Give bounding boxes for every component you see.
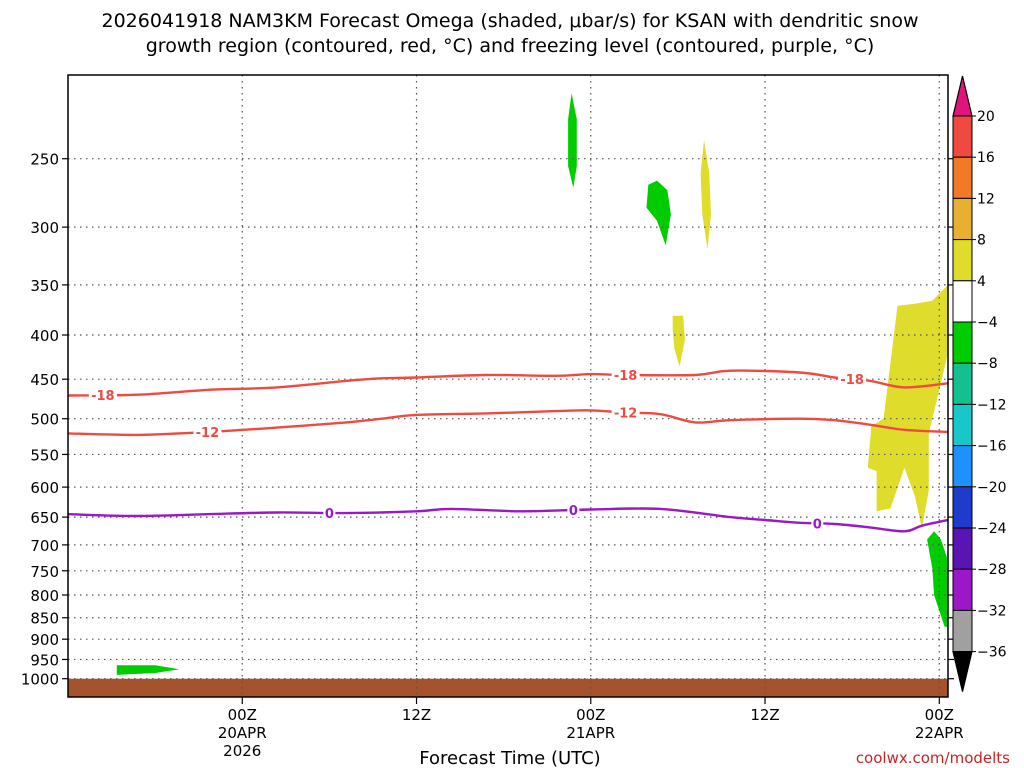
colorbar-swatch-4 [952, 280, 973, 323]
plot-inner: -18 -18 -18 -12 -12 0 0 0 [68, 75, 1024, 697]
contour-label-1-0: -12 [196, 426, 220, 441]
contour-line-1 [68, 409, 948, 437]
chart-title-line2: growth region (contoured, red, °C) and f… [146, 35, 875, 57]
x-tick-label-0-3: 2026 [223, 742, 261, 760]
contour-line-2 [68, 507, 948, 533]
contour-label-bg-1-0 [193, 424, 222, 439]
plot-frame [67, 74, 949, 698]
colorbar-label-5: −4 [977, 315, 998, 331]
contour-label-bg-0-0 [88, 388, 117, 403]
colorbar-label-2: 12 [977, 191, 995, 207]
colorbar-label-7: −12 [977, 397, 1007, 413]
colorbar-swatch-8 [952, 445, 973, 488]
colorbar-label-11: −28 [977, 562, 1007, 578]
colorbar-label-0: 20 [977, 109, 995, 125]
y-tick-label-350: 350 [30, 277, 59, 295]
colorbar-bottom-arrow [952, 650, 973, 692]
colorbar-swatch-3 [952, 239, 973, 282]
contour-label-bg-2-0 [323, 505, 336, 520]
colorbar-swatch-9 [952, 486, 973, 529]
y-tick-label-550: 550 [30, 446, 59, 464]
x-tick-label-15-1: 12Z [750, 706, 779, 724]
x-tick-label-5-1: 12Z [402, 706, 431, 724]
y-tick-label-800: 800 [30, 587, 59, 605]
colorbar: 20 16 12 8 4 −4 −8 −12 −16 −20 −24 −28 −32 −36 [952, 75, 1007, 692]
omega-shade-7 [993, 660, 998, 671]
colorbar-swatch-2 [952, 197, 973, 241]
y-tick-label-700: 700 [30, 537, 59, 555]
credit-text: coolwx.com/modelts [856, 749, 1010, 767]
x-tick-label-0-1: 00Z [228, 706, 257, 724]
x-tick-label-0-2: 20APR [218, 724, 267, 742]
contour-label-bg-0-2 [838, 372, 867, 387]
contour-label-2-0: 0 [325, 507, 334, 522]
colorbar-swatch-11 [952, 568, 973, 611]
colorbar-label-4: 4 [977, 274, 986, 290]
colorbar-swatch-6 [952, 362, 973, 405]
y-tick-label-900: 900 [30, 631, 59, 649]
y-tick-label-600: 600 [30, 479, 59, 497]
y-tick-label-850: 850 [30, 610, 59, 628]
y-tick-label-650: 650 [30, 509, 59, 527]
colorbar-label-9: −20 [977, 480, 1007, 496]
contour-label-1-1: -12 [614, 407, 638, 422]
y-tick-label-250: 250 [30, 151, 59, 169]
x-tick-label-10-1: 00Z [576, 706, 605, 724]
contour-label-0-2: -18 [840, 373, 864, 388]
x-axis-label: Forecast Time (UTC) [419, 748, 600, 768]
omega-shade-8 [1019, 586, 1024, 658]
colorbar-swatch-12 [952, 609, 973, 653]
plot-area: -18 -18 -18 -12 -12 0 0 0 250 300 350 400 450 500 550 6… [21, 74, 1024, 760]
contour-line-0 [68, 369, 948, 397]
y-tick-label-400: 400 [30, 327, 59, 345]
x-tick-label-20-2: 22APR [915, 724, 964, 742]
y-tick-label-500: 500 [30, 411, 59, 429]
colorbar-swatch-10 [952, 527, 973, 570]
colorbar-label-10: −24 [977, 521, 1007, 537]
y-tick-label-450: 450 [30, 371, 59, 389]
y-tick-label-950: 950 [30, 651, 59, 669]
colorbar-label-12: −32 [977, 603, 1007, 619]
y-tick-label-1000: 1000 [21, 671, 59, 689]
contour-label-bg-2-1 [567, 502, 580, 517]
colorbar-swatch-1 [952, 156, 973, 199]
contour-label-2-2: 0 [813, 517, 822, 532]
contour-label-0-0: -18 [91, 389, 115, 404]
colorbar-label-3: 8 [977, 233, 986, 249]
x-tick-label-20-1: 00Z [925, 706, 954, 724]
colorbar-label-8: −16 [977, 439, 1007, 455]
contour-label-0-1: -18 [614, 369, 638, 384]
x-tick-label-10-2: 21APR [566, 724, 615, 742]
colorbar-top-arrow [952, 75, 973, 117]
colorbar-label-6: −8 [977, 356, 998, 372]
omega-shade-1 [646, 180, 671, 246]
omega-shade-2 [700, 140, 711, 249]
chart-title-line1: 2026041918 NAM3KM Forecast Omega (shaded… [102, 10, 919, 32]
omega-shade-4 [867, 284, 948, 529]
y-tick-label-300: 300 [30, 219, 59, 237]
omega-shade-5 [927, 531, 948, 628]
omega-shade-3 [672, 315, 685, 367]
colorbar-swatch-0 [952, 115, 973, 158]
colorbar-label-13: −36 [977, 645, 1007, 661]
colorbar-swatch-5 [952, 321, 973, 364]
contour-label-bg-0-1 [611, 367, 640, 382]
contour-label-bg-2-2 [811, 516, 824, 531]
contour-label-bg-1-1 [611, 405, 640, 420]
omega-shade-9 [116, 665, 180, 675]
ground-fill [68, 678, 948, 697]
colorbar-label-1: 16 [977, 150, 995, 166]
colorbar-swatch-7 [952, 403, 973, 447]
contour-label-2-1: 0 [569, 504, 578, 519]
y-tick-label-750: 750 [30, 563, 59, 581]
omega-shade-0 [568, 93, 577, 188]
